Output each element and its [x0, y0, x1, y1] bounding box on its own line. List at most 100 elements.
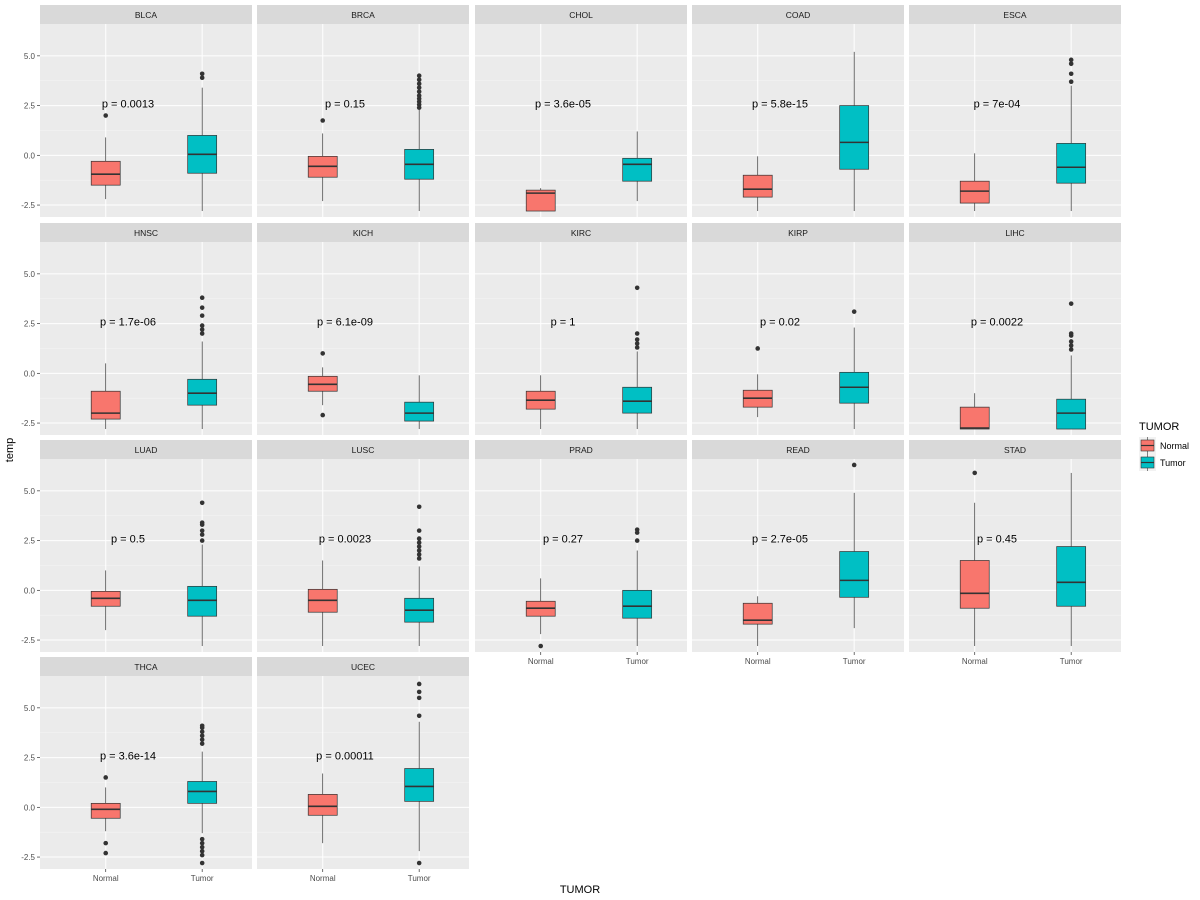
- outlier-point: [199, 737, 205, 742]
- panel-title: KIRC: [571, 228, 591, 238]
- outlier-point: [416, 681, 422, 687]
- panel-background: [40, 24, 252, 217]
- x-tick-label: Normal: [962, 657, 988, 666]
- iqr-box: [622, 386, 653, 414]
- panel-title: LUSC: [352, 445, 375, 455]
- legend-label-tumor: Tumor: [1160, 458, 1186, 468]
- panel-strip: [692, 5, 904, 24]
- panel-strip: [909, 5, 1121, 24]
- pvalue-label: p = 0.02: [760, 317, 800, 329]
- outlier-point: [416, 556, 422, 561]
- pvalue-label: p = 3.6e-14: [100, 751, 156, 763]
- y-tick-label: -2.5: [21, 419, 35, 428]
- panel-strip: [40, 5, 252, 24]
- panel-title: LIHC: [1005, 228, 1024, 238]
- panels-layer: BLCA p = 0.0013 -2.5 0.0 2.5 5.0 BRCA p = 0.15 C…: [21, 5, 1121, 883]
- y-tick-label: 5.0: [24, 52, 36, 61]
- outlier-point: [416, 528, 422, 533]
- panel-background: [692, 24, 904, 217]
- panel-strip: [257, 440, 469, 459]
- box-tumor-kich: [404, 375, 435, 430]
- panel-background: [257, 242, 469, 435]
- panel-title: UCEC: [351, 662, 375, 672]
- y-tick-label: -2.5: [21, 853, 35, 862]
- outlier-point: [199, 860, 205, 866]
- panel-read: READ p = 2.7e-05 Normal Tumor: [692, 440, 904, 666]
- panel-background: [40, 459, 252, 652]
- outlier-point: [320, 412, 326, 418]
- panel-prad: PRAD p = 0.27 Normal Tumor: [475, 440, 687, 666]
- pvalue-label: p = 2.7e-05: [752, 534, 808, 546]
- iqr-box: [90, 160, 121, 186]
- iqr-box: [1056, 398, 1087, 430]
- outlier-point: [416, 552, 422, 557]
- outlier-point: [538, 643, 544, 649]
- outlier-point: [416, 85, 422, 90]
- outlier-point: [199, 538, 205, 543]
- box-tumor-prad: [622, 527, 653, 647]
- panel-background: [40, 242, 252, 435]
- legend-title: TUMOR: [1139, 421, 1179, 433]
- panel-title: HNSC: [134, 228, 158, 238]
- outlier-point: [199, 741, 205, 746]
- outlier-point: [416, 689, 422, 695]
- outlier-point: [416, 548, 422, 553]
- outlier-point: [634, 337, 640, 342]
- outlier-point: [199, 729, 205, 735]
- outlier-point: [1068, 61, 1074, 67]
- outlier-point: [634, 285, 640, 291]
- panel-strip: [40, 657, 252, 676]
- pvalue-label: p = 0.00011: [316, 751, 374, 763]
- box-tumor-kirp: [839, 309, 870, 430]
- legend-label-normal: Normal: [1160, 441, 1189, 451]
- box-normal-chol: [525, 188, 556, 212]
- iqr-box: [187, 378, 218, 406]
- outlier-point: [634, 527, 640, 532]
- y-tick-label: -2.5: [21, 636, 35, 645]
- panel-title: KICH: [353, 228, 373, 238]
- box-normal-luad: [90, 570, 121, 631]
- y-tick-label: -2.5: [21, 201, 35, 210]
- outlier-point: [199, 295, 205, 301]
- iqr-box: [187, 585, 218, 617]
- y-tick-label: 0.0: [24, 803, 36, 812]
- outlier-point: [416, 504, 422, 510]
- y-axis-title: temp: [4, 438, 16, 462]
- outlier-point: [199, 331, 205, 336]
- iqr-box: [959, 406, 990, 430]
- y-tick-label: 2.5: [24, 320, 36, 329]
- box-tumor-brca: [404, 73, 435, 212]
- panel-strip: [40, 223, 252, 242]
- iqr-box: [1056, 546, 1087, 607]
- y-tick-label: 2.5: [24, 102, 36, 111]
- pvalue-label: p = 6.1e-09: [317, 317, 373, 329]
- y-tick-label: 0.0: [24, 151, 36, 160]
- panel-strip: [475, 5, 687, 24]
- x-tick-label: Tumor: [626, 657, 649, 666]
- box-normal-kirc: [525, 375, 556, 430]
- outlier-point: [199, 327, 205, 332]
- box-tumor-blca: [187, 71, 218, 212]
- y-tick-label: 5.0: [24, 704, 36, 713]
- pvalue-label: p = 0.0022: [971, 317, 1023, 329]
- panel-background: [40, 676, 252, 869]
- outlier-point: [103, 850, 109, 856]
- panel-luad: LUAD p = 0.5 -2.5 0.0 2.5 5.0: [21, 440, 252, 652]
- outlier-point: [199, 520, 205, 525]
- iqr-box: [90, 802, 121, 819]
- outlier-point: [416, 713, 422, 719]
- box-normal-prad: [525, 578, 556, 649]
- box-tumor-thca: [187, 723, 218, 866]
- panel-kich: KICH p = 6.1e-09: [257, 223, 469, 435]
- outlier-point: [972, 470, 978, 476]
- outlier-point: [416, 77, 422, 83]
- panel-strip: [909, 223, 1121, 242]
- box-tumor-esca: [1056, 57, 1087, 212]
- outlier-point: [199, 528, 205, 533]
- pvalue-label: p = 0.0013: [102, 99, 154, 111]
- panel-strip: [257, 223, 469, 242]
- pvalue-label: p = 1: [551, 317, 576, 329]
- outlier-point: [199, 840, 205, 846]
- outlier-point: [199, 852, 205, 858]
